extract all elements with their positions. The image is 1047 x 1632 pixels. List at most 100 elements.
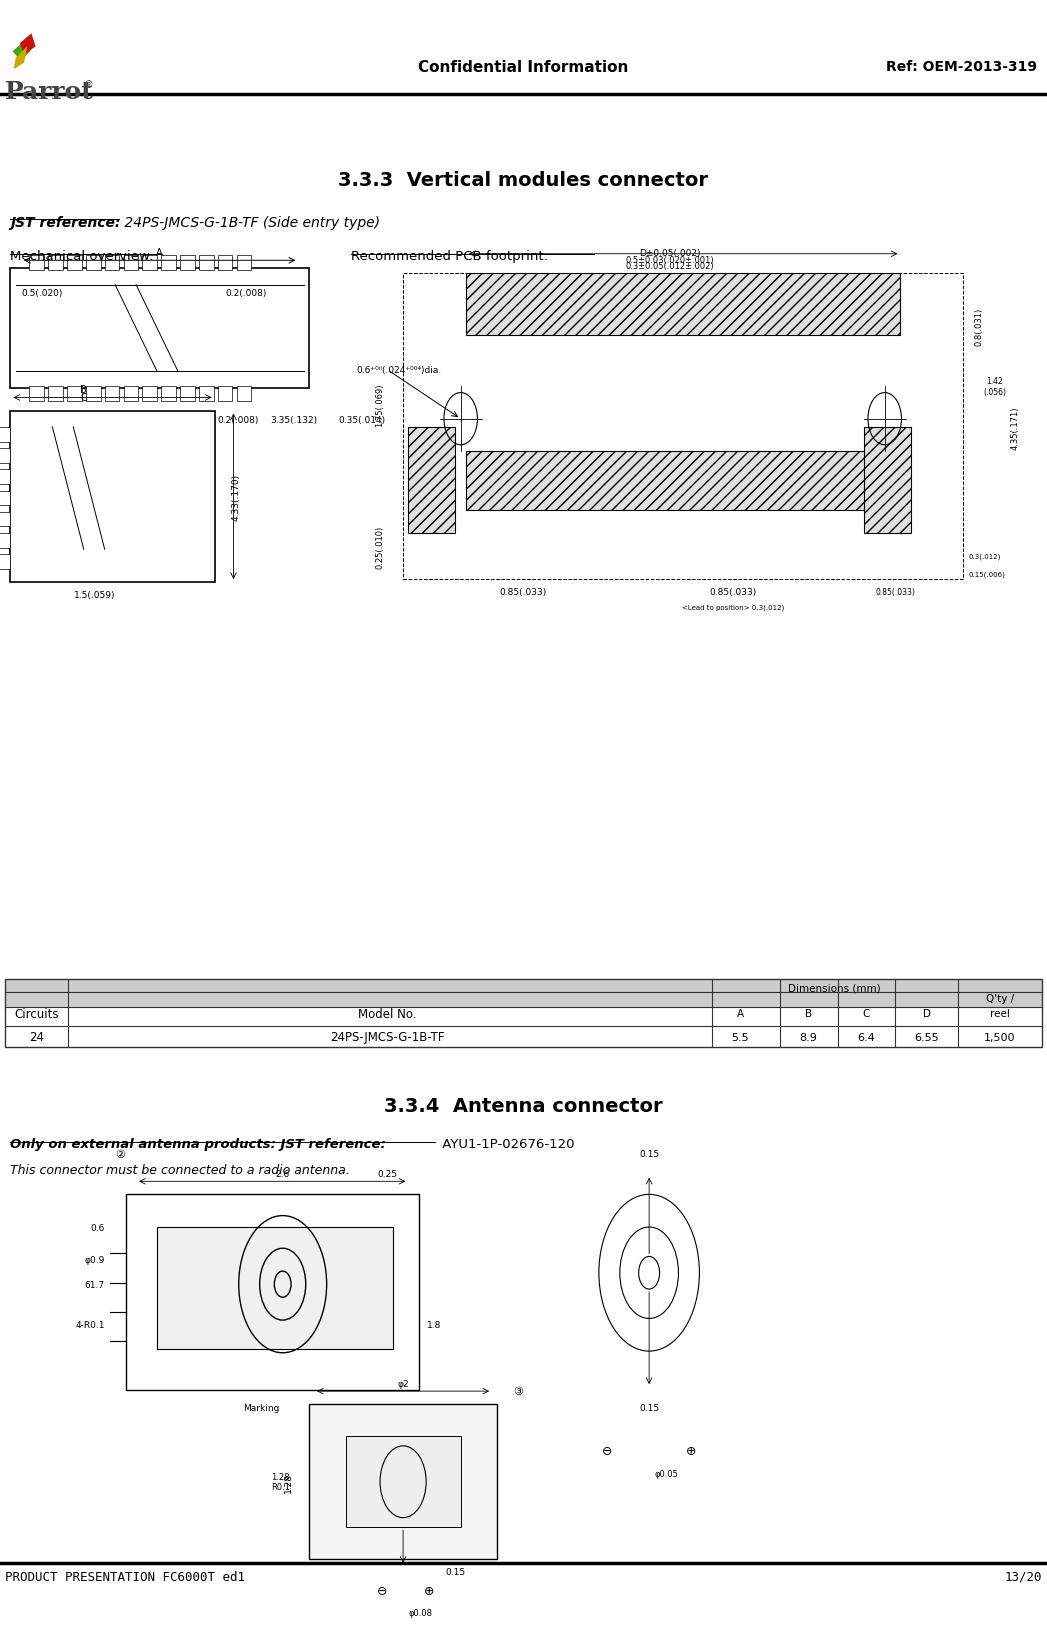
Bar (237, 387, 251, 401)
Text: Dimensions (mm): Dimensions (mm) (788, 982, 881, 992)
Bar (864, 428, 911, 534)
Bar (10, 411, 215, 583)
Text: 0.85(.033): 0.85(.033) (499, 588, 548, 597)
Bar (466, 274, 900, 336)
Bar (157, 1227, 393, 1350)
Text: 0.35(.014): 0.35(.014) (338, 416, 385, 426)
Polygon shape (13, 39, 31, 62)
Bar (218, 256, 232, 271)
Text: ⊖: ⊖ (377, 1583, 387, 1596)
Text: 0.85(.033): 0.85(.033) (709, 588, 757, 597)
Bar (180, 256, 195, 271)
Text: Only on external antenna products: JST reference:: Only on external antenna products: JST r… (10, 1138, 386, 1151)
Text: 0.6⁺⁰ⁱⁱ(.024⁺⁰⁰⁴)dia.: 0.6⁺⁰ⁱⁱ(.024⁺⁰⁰⁴)dia. (356, 366, 441, 375)
Bar (403, 274, 963, 579)
Text: φ0.05: φ0.05 (654, 1469, 678, 1479)
Text: A: A (737, 1009, 743, 1018)
Bar (466, 452, 900, 511)
Bar (126, 1195, 419, 1390)
Bar (0, 491, 10, 506)
Bar (67, 256, 82, 271)
Bar (48, 256, 63, 271)
Bar (0, 555, 10, 570)
Bar (124, 256, 138, 271)
Text: 4-R0.1: 4-R0.1 (75, 1320, 105, 1330)
Text: 0.5(.020): 0.5(.020) (21, 289, 63, 299)
Text: φ0.9: φ0.9 (85, 1255, 105, 1265)
Bar (199, 387, 214, 401)
Text: 24: 24 (29, 1031, 44, 1043)
Text: ⊖: ⊖ (602, 1444, 612, 1457)
Text: 0.15: 0.15 (445, 1567, 465, 1577)
Text: 0.8(.031): 0.8(.031) (975, 307, 983, 346)
Text: 6.55: 6.55 (914, 1031, 939, 1043)
Bar (199, 256, 214, 271)
Text: 0.25: 0.25 (377, 1169, 398, 1178)
Bar (180, 387, 195, 401)
Bar (0, 428, 10, 442)
Bar (161, 256, 176, 271)
Text: B: B (805, 1009, 811, 1018)
Text: Confidential Information: Confidential Information (419, 60, 628, 75)
Bar (124, 387, 138, 401)
Text: 0.6: 0.6 (90, 1222, 105, 1232)
Text: reel: reel (990, 1009, 1009, 1018)
Text: φ2: φ2 (397, 1379, 409, 1387)
Polygon shape (14, 47, 27, 70)
Text: A: A (156, 248, 163, 258)
Bar (105, 256, 119, 271)
Text: JST reference:: JST reference: (10, 215, 120, 230)
Text: 4.35(.171): 4.35(.171) (1011, 406, 1020, 449)
Text: φ0.08: φ0.08 (408, 1609, 432, 1617)
Text: 0.2(.008): 0.2(.008) (218, 416, 260, 426)
Text: 24PS-JMCS-G-1B-TF (Side entry type): 24PS-JMCS-G-1B-TF (Side entry type) (120, 215, 380, 230)
Text: Ref: OEM-2013-319: Ref: OEM-2013-319 (886, 60, 1037, 75)
Text: 0.15: 0.15 (639, 1149, 660, 1159)
Text: D: D (922, 1009, 931, 1018)
Bar (161, 387, 176, 401)
Text: 0.5±0.03(.020±.001): 0.5±0.03(.020±.001) (626, 255, 714, 264)
Text: Model No.: Model No. (358, 1007, 417, 1020)
Text: <Lead to position> 0.3(.012): <Lead to position> 0.3(.012) (682, 604, 784, 610)
Text: C: C (862, 1009, 870, 1018)
Text: 24PS-JMCS-G-1B-TF: 24PS-JMCS-G-1B-TF (330, 1031, 445, 1043)
Text: Q'ty /: Q'ty / (986, 994, 1013, 1004)
Text: Recommended PCB footprint:: Recommended PCB footprint: (351, 250, 548, 263)
Text: 8.9: 8.9 (799, 1031, 818, 1043)
Text: 5.5: 5.5 (732, 1031, 749, 1043)
Text: 1,500: 1,500 (984, 1031, 1016, 1043)
Bar (48, 387, 63, 401)
Bar (142, 387, 157, 401)
Text: 1.42
(.056): 1.42 (.056) (983, 377, 1006, 397)
Text: 1.28
R0.1: 1.28 R0.1 (271, 1472, 290, 1492)
Text: ⊕: ⊕ (686, 1444, 696, 1457)
Polygon shape (20, 34, 36, 55)
Bar (5, 979, 1042, 1048)
Text: 0.3±0.05(.012±.002): 0.3±0.05(.012±.002) (626, 261, 714, 271)
Bar (408, 428, 455, 534)
Bar (86, 387, 101, 401)
Text: ②: ② (115, 1149, 126, 1159)
Bar (346, 1436, 461, 1528)
Bar (10, 269, 309, 388)
Text: 0.3(.012): 0.3(.012) (968, 553, 1001, 560)
Text: 6.4: 6.4 (857, 1031, 874, 1043)
Text: 1.75(.069): 1.75(.069) (376, 384, 384, 426)
Text: Marking: Marking (244, 1404, 280, 1413)
Text: 1.5(.059): 1.5(.059) (73, 591, 115, 601)
Text: 3.3.4  Antenna connector: 3.3.4 Antenna connector (384, 1097, 663, 1116)
Text: ⊕: ⊕ (424, 1583, 435, 1596)
Text: ③: ③ (513, 1386, 524, 1397)
Text: 0.85(.033): 0.85(.033) (875, 588, 915, 597)
Text: 3.3.3  Vertical modules connector: 3.3.3 Vertical modules connector (338, 171, 709, 191)
Text: 2.6: 2.6 (275, 1169, 290, 1178)
Text: This connector must be connected to a radio antenna.: This connector must be connected to a ra… (10, 1164, 350, 1177)
Text: 0.15: 0.15 (639, 1404, 660, 1413)
Bar (309, 1404, 497, 1560)
Bar (0, 534, 10, 548)
Text: 0.15(.006): 0.15(.006) (968, 571, 1005, 578)
Text: Circuits: Circuits (15, 1007, 59, 1020)
Bar (237, 256, 251, 271)
Bar (67, 387, 82, 401)
Bar (29, 387, 44, 401)
